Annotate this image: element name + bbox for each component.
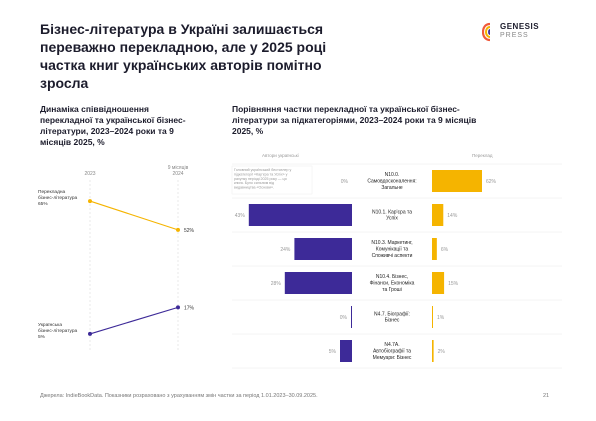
bar-value-label: 0% (340, 315, 348, 321)
logo-icon (482, 22, 491, 42)
bar-translated (432, 340, 434, 362)
slope-chart: 2023 9 місяців 2024 Перекладна бізнес-літера… (38, 165, 195, 350)
bar-value-label: 0% (341, 179, 349, 185)
data-point (88, 199, 92, 204)
bar-value-label: 1% (437, 315, 445, 321)
logo-text-genesis: GENESIS (500, 22, 540, 31)
right-chart-subtitle: Порівняння частки перекладної та українс… (232, 104, 477, 136)
bar-chart: Автори українські Переклад 0% N10.0. Самовдо… (231, 153, 562, 369)
category-label: N4.7. Біографії: Бізнес (374, 311, 410, 323)
series-start-label: Українська бізнес-література 5% (38, 322, 77, 340)
bar-value-label: 14% (447, 213, 458, 219)
bar-ukrainian (294, 238, 352, 260)
x-tick-label: 2023 (84, 171, 95, 177)
bar-value-label: 24% (280, 247, 291, 253)
data-point (176, 305, 180, 310)
bar-value-label: 43% (235, 213, 246, 219)
series-end-label: 17% (184, 305, 195, 311)
bar-value-label: 6% (441, 247, 449, 253)
data-point (88, 331, 92, 336)
logo: GENESIS PRESS (482, 22, 562, 46)
category-label: N10.3. Маркетинг, Комунікації та Споживчі … (371, 240, 412, 259)
data-point (176, 227, 180, 232)
category-label: N10.4. Бізнес, Фінанси, Економіка та Гроші (370, 274, 415, 293)
bar-value-label: 15% (448, 281, 459, 287)
series-line (89, 306, 179, 335)
bar-translated (432, 238, 437, 260)
bar-translated (432, 170, 482, 192)
bar-translated (432, 204, 444, 226)
bar-translated (432, 306, 433, 328)
series-line (89, 200, 179, 231)
annotation-note: Головний український бестселер у підкатег… (234, 168, 291, 190)
source-footnote: Джерела: IndieBookData. Показники розрах… (40, 393, 318, 399)
category-label: N10.0. Самовдосконалення: Загальне (367, 172, 416, 191)
bar-value-label: 62% (486, 179, 497, 185)
bar-ukrainian (248, 204, 352, 226)
bar-ukrainian (340, 340, 352, 362)
logo-text-press: PRESS (500, 32, 529, 39)
left-column-header: Автори українські (262, 153, 299, 158)
bar-value-label: 5% (329, 349, 337, 355)
bar-ukrainian (351, 306, 352, 328)
left-chart-subtitle: Динаміка співвідношення перекладної та у… (40, 104, 186, 147)
category-label: N4.7A. Автобіографії та Мемуари: Бізнес (373, 342, 412, 361)
right-column-header: Переклад (472, 153, 493, 158)
bar-ukrainian (284, 272, 352, 294)
bar-translated (432, 272, 445, 294)
page-number: 21 (543, 393, 550, 399)
x-tick-label: 9 місяців 2024 (168, 165, 189, 177)
series-end-label: 52% (184, 228, 195, 234)
series-start-label: Перекладна бізнес-література 65% (38, 189, 77, 207)
bar-value-label: 28% (271, 281, 282, 287)
category-label: N10.1. Кар'єра та Успіх (372, 209, 412, 221)
page-title: Бізнес-література в Україні залишається … (40, 21, 327, 91)
bar-value-label: 2% (438, 349, 446, 355)
annotation-box (231, 165, 313, 195)
